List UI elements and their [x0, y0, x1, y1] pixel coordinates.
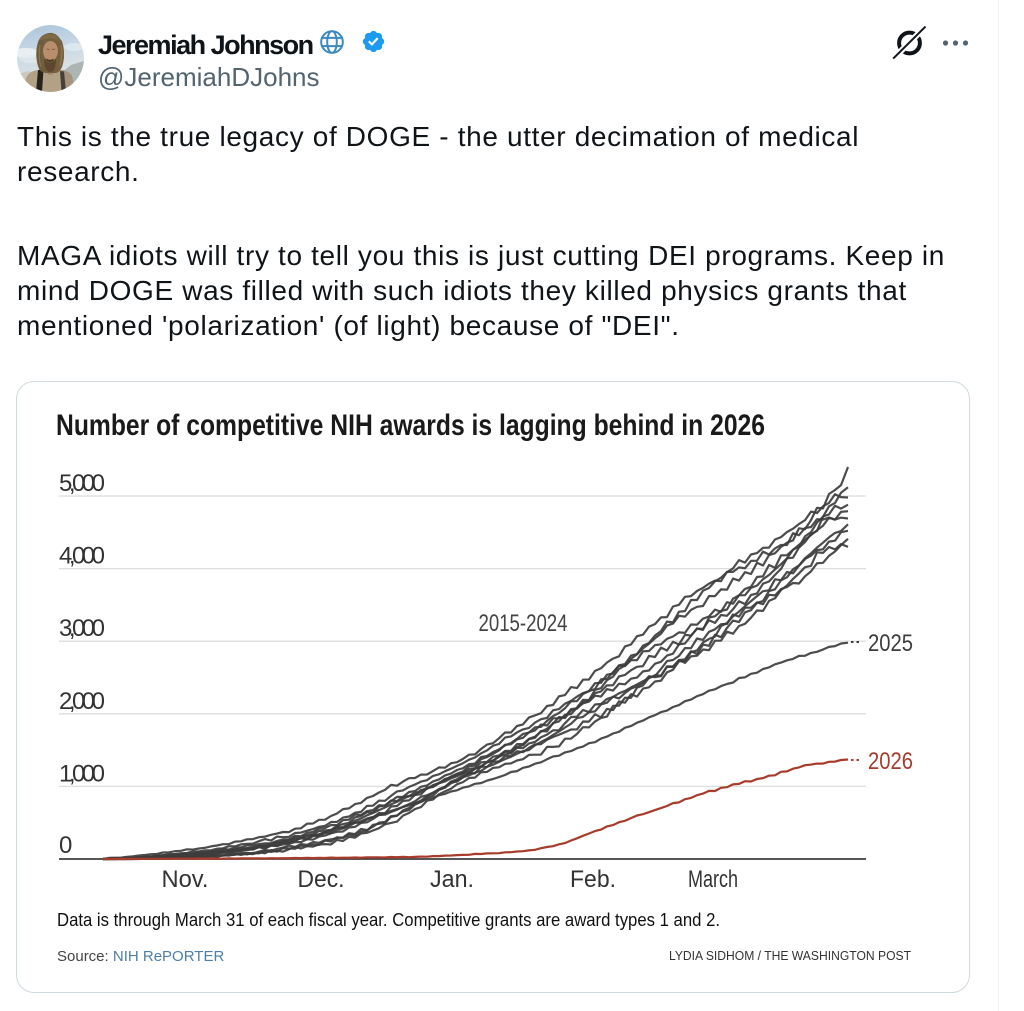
- svg-text:Nov.: Nov.: [162, 866, 209, 893]
- svg-text:Source: NIH RePORTER: Source: NIH RePORTER: [57, 948, 224, 965]
- svg-text:0: 0: [59, 832, 72, 859]
- svg-text:Feb.: Feb.: [570, 866, 616, 893]
- svg-text:Jan.: Jan.: [430, 866, 474, 893]
- svg-text:2025: 2025: [868, 630, 913, 657]
- svg-text:2026: 2026: [868, 748, 913, 775]
- svg-text:LYDIA SIDHOM / THE WASHINGTON: LYDIA SIDHOM / THE WASHINGTON POST: [669, 949, 911, 963]
- svg-text:Data is through March 31 of ea: Data is through March 31 of each fiscal …: [57, 909, 720, 930]
- svg-text:Dec.: Dec.: [298, 866, 345, 893]
- svg-text:2015-2024: 2015-2024: [479, 610, 568, 637]
- svg-text:4,000: 4,000: [59, 543, 105, 570]
- svg-text:5,000: 5,000: [59, 470, 105, 497]
- svg-text:3,000: 3,000: [59, 615, 105, 642]
- svg-text:March: March: [688, 866, 738, 893]
- svg-text:Number of competitive NIH awar: Number of competitive NIH awards is lagg…: [56, 409, 765, 442]
- svg-text:1,000: 1,000: [59, 760, 105, 787]
- svg-text:2,000: 2,000: [59, 688, 105, 715]
